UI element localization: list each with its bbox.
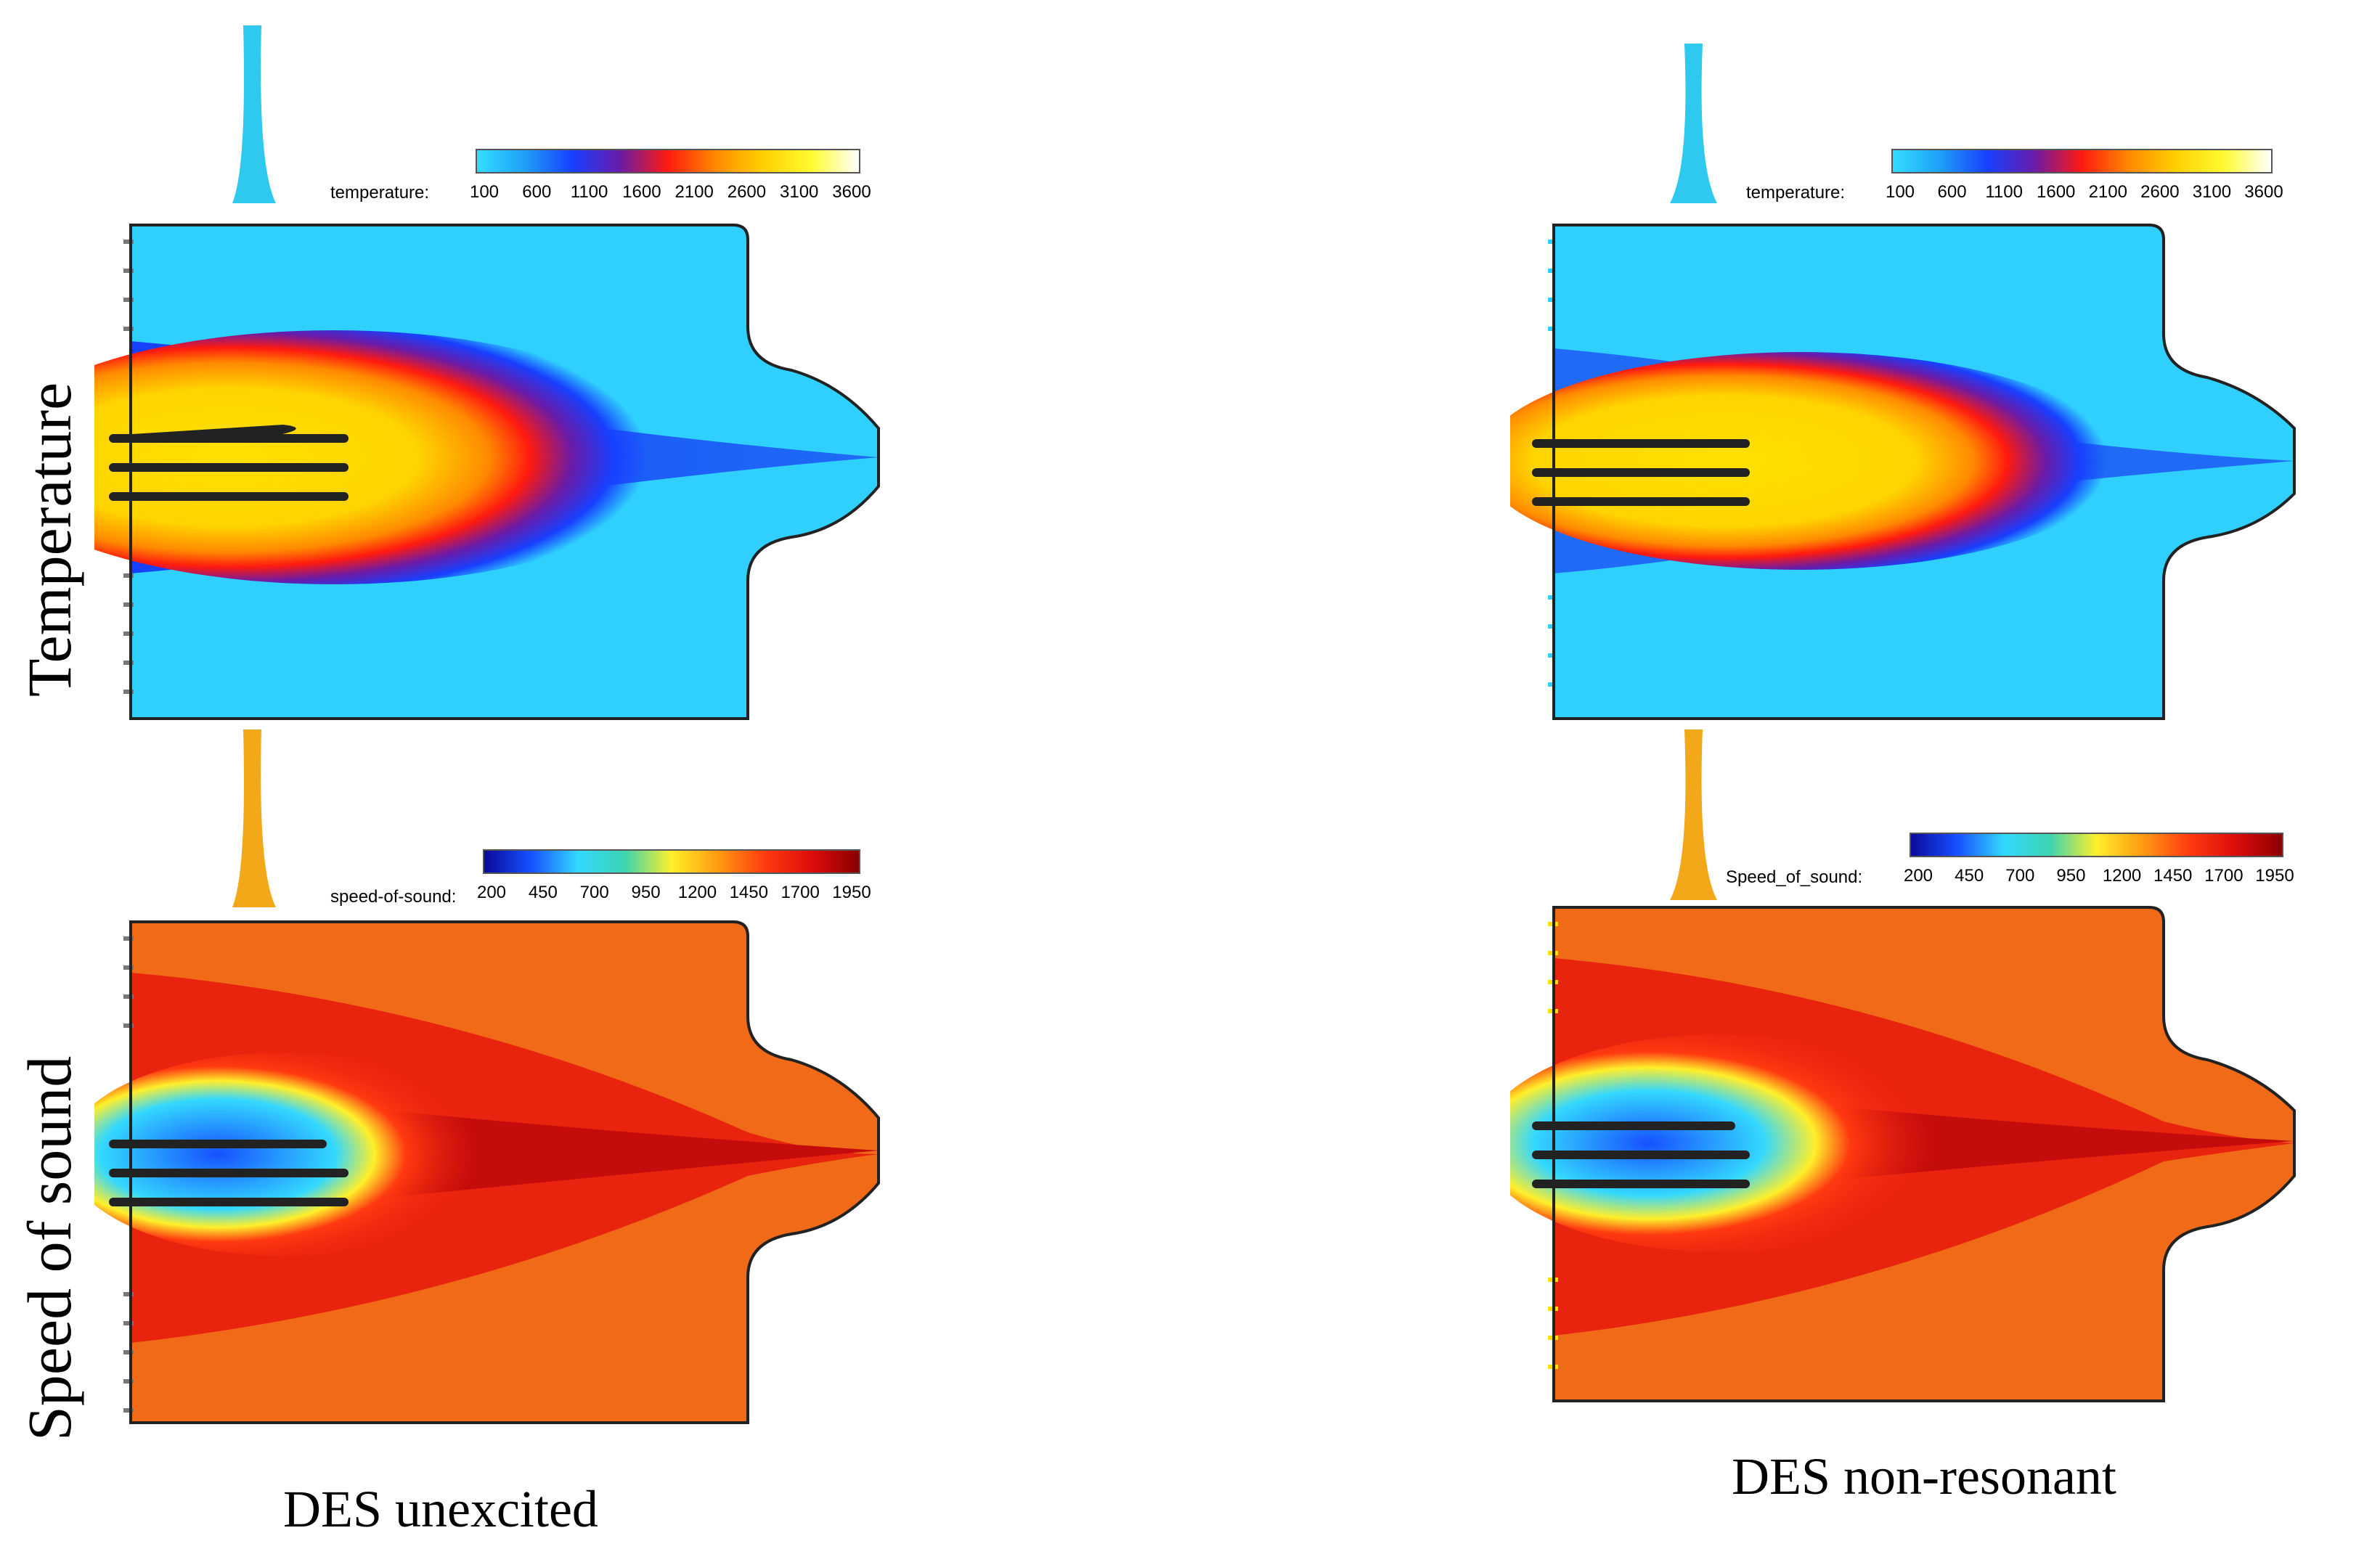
colorbar-tick-label: 3600 [2244, 182, 2283, 202]
colorbar-tick-label: 2100 [675, 182, 714, 202]
colorbar-tick-label: 950 [631, 883, 661, 902]
colorbar-tick-label: 1100 [570, 182, 608, 202]
colorbar-tick-label: 600 [522, 182, 552, 202]
colorbar-tick-label: 1450 [729, 883, 768, 902]
colorbar-tick-label: 1700 [781, 883, 820, 902]
colorbar-tick-label: 600 [1937, 182, 1967, 202]
colorbar-tick-label: 2100 [2088, 182, 2127, 202]
row-label-temperature: Temperature [15, 382, 84, 697]
speed-of-sound-non-resonant-field [1481, 729, 2296, 1402]
row-label-speed-of-sound: Speed of sound [15, 1055, 84, 1441]
colorbar-tick-label: 100 [1885, 182, 1915, 202]
colorbar-tick-label: 450 [1955, 866, 1984, 886]
colorbar-tick-label: 1950 [832, 883, 871, 902]
colorbar-tick-label: 1700 [2204, 866, 2244, 886]
panel-speed-of-sound-non-resonant [1481, 726, 2367, 1415]
temperature-non-resonant-field [1481, 44, 2296, 720]
caption-des-non-resonant: DES non-resonant [1732, 1447, 2116, 1505]
colorbar-tick-label: 1200 [677, 883, 717, 902]
colorbar-tick-label: 1100 [1985, 182, 2023, 202]
colorbar-temperature-right [1891, 149, 2273, 173]
panel-temperature-unexcited [0, 22, 951, 733]
colorbar-tick-label: 700 [579, 883, 609, 902]
colorbar-tick-label: 1450 [2153, 866, 2193, 886]
colorbar-tick-label: 2600 [727, 182, 767, 202]
colorbar-tick-label: 450 [528, 883, 558, 902]
colorbar-speed-of-sound-right [1910, 833, 2283, 857]
colorbar-label-speed-of-sound-left: speed-of-sound: [330, 887, 457, 907]
colorbar-tick-label: 3100 [2192, 182, 2232, 202]
colorbar-tick-label: 200 [476, 883, 507, 902]
speed-of-sound-unexcited-field [65, 729, 880, 1424]
panel-temperature-non-resonant [1481, 44, 2367, 733]
temperature-unexcited-field [0, 25, 880, 720]
panel-speed-of-sound-unexcited [65, 726, 951, 1437]
colorbar-label-temperature-right: temperature: [1746, 183, 1846, 203]
colorbar-label-temperature-left: temperature: [330, 183, 430, 203]
colorbar-tick-label: 1600 [2037, 182, 2076, 202]
colorbar-tick-label: 2600 [2140, 182, 2180, 202]
colorbar-tick-label: 1950 [2255, 866, 2294, 886]
colorbar-tick-label: 1200 [2102, 866, 2142, 886]
colorbar-tick-label: 3600 [832, 182, 871, 202]
colorbar-tick-label: 100 [469, 182, 500, 202]
colorbar-tick-label: 950 [2056, 866, 2086, 886]
caption-des-unexcited: DES unexcited [283, 1480, 598, 1538]
colorbar-temperature-left [476, 149, 860, 173]
colorbar-tick-label: 1600 [622, 182, 661, 202]
colorbar-tick-label: 3100 [780, 182, 819, 202]
colorbar-speed-of-sound-left [483, 849, 860, 874]
colorbar-tick-label: 200 [1903, 866, 1933, 886]
colorbar-label-speed-of-sound-right: Speed_of_sound: [1726, 867, 1863, 887]
colorbar-tick-label: 700 [2005, 866, 2035, 886]
